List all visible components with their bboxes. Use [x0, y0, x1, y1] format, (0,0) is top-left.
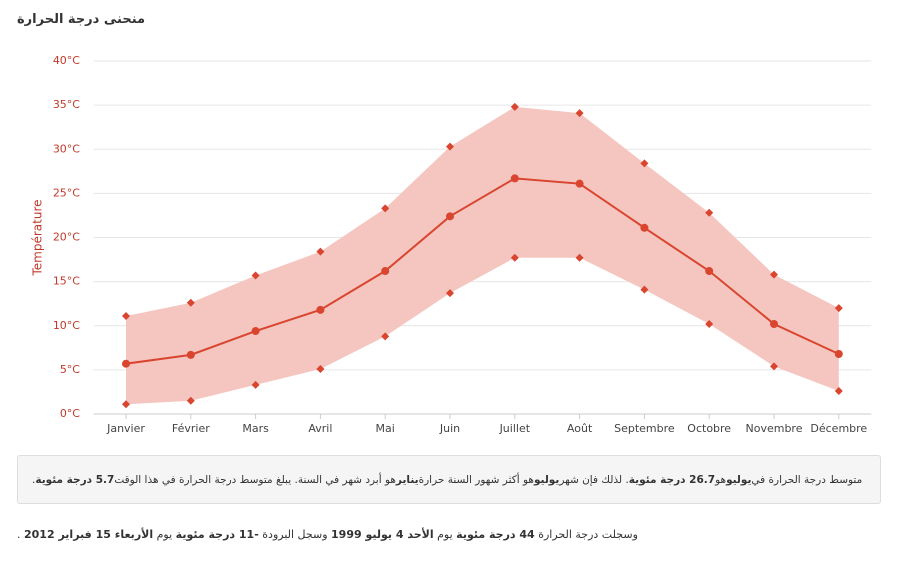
text: .: [17, 528, 24, 541]
text: .: [32, 473, 36, 486]
mean-marker: [575, 179, 584, 188]
bold-text: -11 درجة مئوية: [175, 528, 259, 541]
y-tick-label: 30°C: [53, 142, 80, 155]
bold-text: 26.7 درجة مئوية: [628, 473, 716, 486]
mean-marker: [251, 327, 260, 336]
bold-text: 44 درجة مئوية: [456, 528, 535, 541]
bold-text: الأحد 4 يوليو 1999: [331, 528, 434, 541]
range-marker: [510, 253, 519, 262]
y-tick-label: 25°C: [53, 186, 80, 199]
x-tick-label: Décembre: [810, 422, 867, 435]
text: يوم: [153, 528, 176, 541]
range-marker: [834, 304, 843, 313]
text: هو أبرد شهر في السنة. يبلغ متوسط درجة ال…: [114, 473, 396, 486]
mean-marker: [510, 174, 519, 183]
range-marker: [640, 285, 649, 294]
x-tick-label: Avril: [308, 422, 332, 435]
range-marker: [446, 142, 454, 151]
y-tick-label: 10°C: [53, 319, 80, 332]
range-marker: [640, 159, 649, 168]
range-marker: [381, 204, 390, 213]
bold-text: 5.7 درجة مئوية: [35, 473, 115, 486]
range-area: [126, 106, 839, 405]
x-tick-label: Octobre: [687, 422, 731, 435]
mean-marker: [770, 319, 778, 328]
range-marker: [510, 102, 519, 111]
records: وسجلت درجة الحرارة 44 درجة مئوية يوم الأ…: [17, 528, 638, 541]
range-marker: [446, 289, 454, 298]
range-marker: [186, 298, 195, 307]
y-tick-label: 35°C: [53, 98, 80, 111]
range-marker: [251, 380, 260, 389]
text: . لذلك فإن شهر: [559, 473, 629, 486]
range-marker: [316, 247, 325, 256]
text: هو أكثر شهور السنة حرارة: [418, 473, 534, 486]
range-marker: [316, 364, 325, 373]
range-marker: [251, 271, 260, 280]
bold-text: الأربعاء 15 فبراير 2012: [24, 528, 154, 541]
x-tick-label: Juin: [439, 422, 460, 435]
text: وسجل البرودة: [258, 528, 332, 541]
bold-text: يناير: [395, 473, 419, 486]
range-marker: [770, 362, 778, 371]
y-axis-label: Température: [31, 199, 45, 276]
mean-marker: [316, 305, 325, 314]
chart: 0°C 5°C 10°C 15°C 20°C 25°C 30°C 35°C 40°C Tempér…: [31, 54, 872, 435]
bold-text: يوليو: [726, 473, 752, 486]
range-marker: [770, 270, 778, 279]
x-tick-label: Septembre: [614, 422, 675, 435]
y-tick-label: 40°C: [53, 54, 80, 67]
x-tick-label: Août: [567, 422, 593, 435]
range-marker: [705, 208, 714, 217]
mean-marker: [834, 349, 843, 358]
text: يوم: [433, 528, 457, 541]
text: وسجلت درجة الحرارة: [534, 528, 638, 541]
bold-text: يوليو: [533, 473, 560, 486]
summary-box: متوسط درجة الحرارة في يوليو هو 26.7 درجة…: [17, 455, 881, 504]
mean-marker: [705, 267, 714, 276]
y-tick-label: 20°C: [53, 231, 80, 244]
text: هو: [715, 473, 727, 486]
range-marker: [186, 396, 195, 405]
x-tick-label: Janvier: [106, 422, 145, 435]
range-marker: [575, 253, 584, 262]
x-tick-label: Novembre: [746, 422, 803, 435]
range-marker: [122, 400, 130, 409]
x-tick-label: Juillet: [499, 422, 531, 435]
mean-marker: [122, 359, 130, 368]
y-tick-label: 0°C: [60, 407, 80, 420]
y-tick-label: 5°C: [60, 363, 80, 376]
mean-marker: [186, 350, 195, 359]
range-marker: [575, 109, 584, 118]
title: منحنى درجة الحرارة: [17, 12, 146, 27]
range-marker: [122, 312, 130, 321]
mean-marker: [640, 223, 649, 232]
range-marker: [834, 387, 843, 396]
x-tick-label: Février: [172, 422, 210, 435]
x-tick-label: Mai: [376, 422, 395, 435]
x-tick-label: Mars: [242, 422, 269, 435]
text: متوسط درجة الحرارة في: [751, 473, 863, 486]
mean-line: [125, 177, 840, 365]
mean-marker: [381, 267, 390, 276]
range-marker: [705, 319, 714, 328]
mean-marker: [446, 212, 454, 221]
range-marker: [381, 332, 390, 341]
y-tick-label: 15°C: [53, 275, 80, 288]
